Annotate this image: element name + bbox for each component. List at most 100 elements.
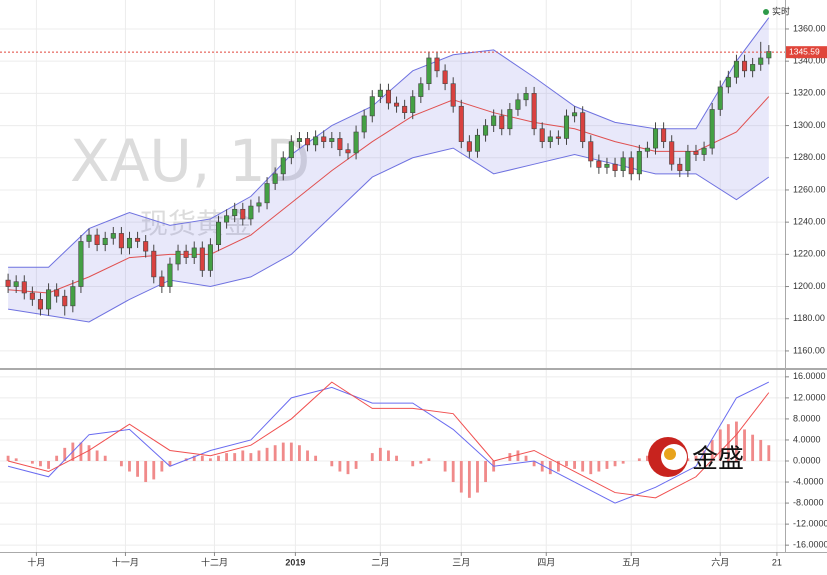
candle-body <box>13 281 19 287</box>
candle-body <box>604 163 610 168</box>
macd-histogram-bar <box>646 455 649 461</box>
candle-body <box>337 138 343 151</box>
macd-histogram-bar <box>314 455 318 461</box>
candle-body <box>329 138 335 142</box>
x-tick-label: 21 <box>772 557 782 567</box>
macd-histogram-bar <box>346 461 350 475</box>
macd-tick-label: 12.0000 <box>793 392 826 402</box>
candle-body <box>256 202 262 207</box>
macd-histogram-bar <box>459 461 463 493</box>
candle-body <box>21 281 27 294</box>
macd-histogram-bar <box>419 461 423 464</box>
candle-body <box>580 112 586 142</box>
y-tick-label: 1160.00 <box>793 345 825 355</box>
candle-body <box>5 279 11 287</box>
macd-histogram-bar <box>556 461 560 472</box>
macd-histogram-bar <box>152 461 156 480</box>
macd-histogram-bar <box>338 461 342 472</box>
candle-body <box>126 237 133 249</box>
macd-histogram-bar <box>119 461 123 467</box>
candle-body <box>385 89 391 104</box>
y-tick-label: 1220.00 <box>793 249 826 259</box>
candle-body <box>733 60 739 78</box>
candle-body <box>151 250 157 278</box>
candle-body <box>240 208 246 220</box>
candle-body <box>86 234 92 242</box>
candle-body <box>596 160 602 168</box>
macd-histogram-bar <box>427 458 431 461</box>
macd-histogram-bar <box>751 434 755 461</box>
macd-tick-label: -12.0000 <box>793 518 827 528</box>
candle-body <box>458 105 464 142</box>
candle-body <box>426 57 432 85</box>
macd-tick-label: -8.0000 <box>793 497 824 507</box>
candle-body <box>466 141 472 152</box>
candle-body <box>636 151 642 175</box>
macd-tick-label: 8.0000 <box>793 413 821 423</box>
macd-histogram-bar <box>79 442 83 461</box>
macd-histogram-bar <box>192 455 196 461</box>
macd-histogram-bar <box>378 447 382 461</box>
macd-histogram-bar <box>605 461 609 469</box>
macd-histogram-bar <box>589 461 593 475</box>
macd-histogram-bar <box>200 455 204 461</box>
macd-histogram-bar <box>160 461 164 472</box>
candle-body <box>402 105 408 113</box>
candle-body <box>361 115 367 133</box>
macd-histogram-bar <box>330 461 334 467</box>
x-tick-label: 十月 <box>27 556 45 567</box>
candle-body <box>450 83 456 107</box>
candle-body <box>709 109 715 149</box>
macd-histogram-bar <box>735 421 738 461</box>
candle-body <box>135 237 141 242</box>
x-tick-label: 十一月 <box>112 556 139 567</box>
logo-dot <box>664 448 676 460</box>
macd-histogram-bar <box>298 445 301 461</box>
macd-histogram-bar <box>443 461 447 472</box>
y-tick-label: 1300.00 <box>793 120 826 130</box>
macd-histogram-bar <box>637 458 641 461</box>
macd-histogram-bar <box>95 450 99 461</box>
macd-histogram-bar <box>516 450 520 461</box>
logo: 金盛 <box>648 437 744 477</box>
y-tick-label: 1280.00 <box>793 152 826 162</box>
macd-histogram-bar <box>540 461 544 472</box>
candle-body <box>215 221 222 245</box>
candle-body <box>288 141 294 159</box>
candle-body <box>102 237 108 245</box>
macd-histogram-bar <box>273 445 277 461</box>
candle-body <box>483 125 489 136</box>
macd-histogram-bar <box>241 450 245 461</box>
candle-body <box>442 70 448 85</box>
macd-line <box>7 381 770 499</box>
candle-body <box>750 64 756 72</box>
macd-histogram-bar <box>411 461 415 467</box>
candle-body <box>701 147 707 155</box>
candle-body <box>345 149 351 154</box>
candle-body <box>78 241 84 287</box>
candle-body <box>539 128 545 142</box>
y-tick-label: 1340.00 <box>793 56 826 66</box>
macd-histogram-bar <box>524 455 528 461</box>
candle-body <box>410 96 416 113</box>
status-label: 实时 <box>772 5 790 16</box>
candle-body <box>232 208 238 217</box>
macd-histogram-bar <box>387 450 390 461</box>
macd-histogram-bar <box>249 453 253 461</box>
macd-histogram-bar <box>354 461 358 469</box>
macd-line <box>7 381 770 504</box>
macd-histogram-bar <box>208 458 212 461</box>
candle-body <box>612 163 618 171</box>
macd-histogram-bar <box>103 455 107 461</box>
macd-histogram-bar <box>702 450 706 461</box>
candle-body <box>191 247 197 258</box>
candle-body <box>207 244 213 271</box>
macd-tick-label: -4.0000 <box>793 476 824 486</box>
x-tick-label: 十二月 <box>201 556 228 567</box>
macd-histogram-bar <box>30 461 34 464</box>
macd-histogram-bar <box>613 461 617 467</box>
candle-body <box>37 299 43 310</box>
candle-body <box>661 128 667 142</box>
plot <box>0 17 785 504</box>
candle-body <box>434 57 440 72</box>
